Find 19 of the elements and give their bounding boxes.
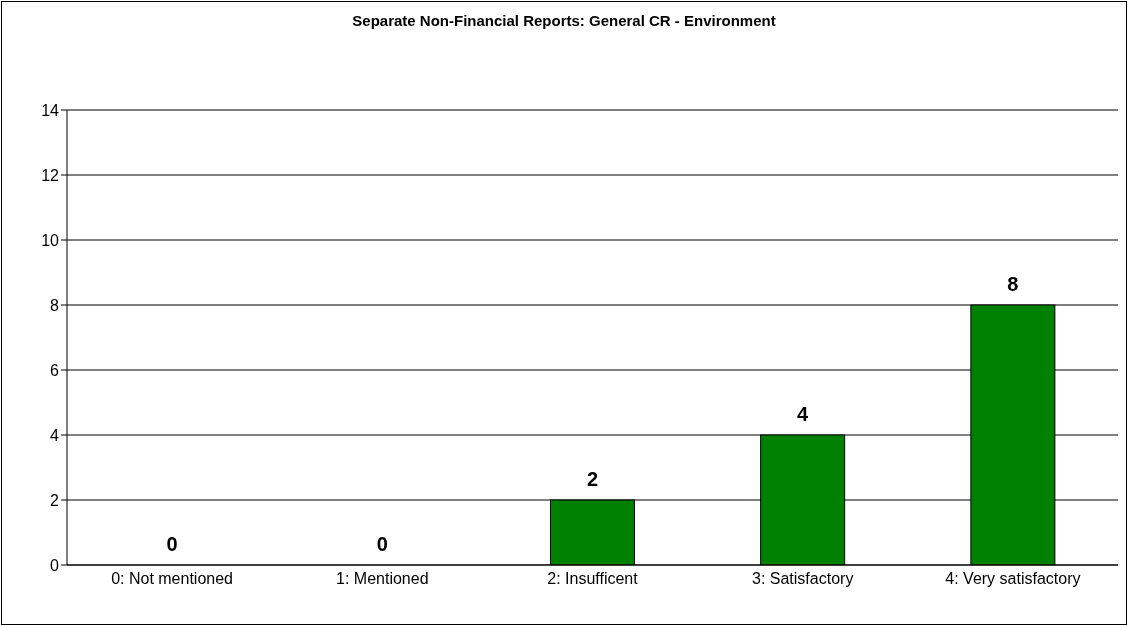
y-tick-label: 8 (50, 296, 60, 314)
chart-title: Separate Non-Financial Reports: General CR - Environment (351, 12, 777, 29)
y-tick-label: 14 (41, 101, 60, 119)
y-tick-label: 10 (41, 231, 60, 249)
x-tick-label: 4: Very satisfactory (945, 570, 1081, 588)
data-label: 2 (586, 468, 599, 490)
x-tick-label: 3: Satisfactory (752, 570, 854, 588)
y-tick-label: 0 (50, 556, 60, 574)
y-tick-label: 2 (50, 491, 60, 509)
data-label: 4 (797, 403, 810, 425)
x-tick-label: 1: Mentioned (336, 570, 429, 588)
data-label: 0 (376, 533, 388, 555)
x-tick-label: 0: Not mentioned (111, 570, 234, 588)
x-tick-label: 2: Insufficent (547, 570, 639, 588)
data-label: 0 (166, 533, 178, 555)
y-tick-label: 4 (50, 426, 60, 444)
y-tick-label: 12 (41, 166, 60, 184)
y-tick-label: 6 (50, 361, 60, 379)
data-label: 8 (1007, 273, 1019, 295)
